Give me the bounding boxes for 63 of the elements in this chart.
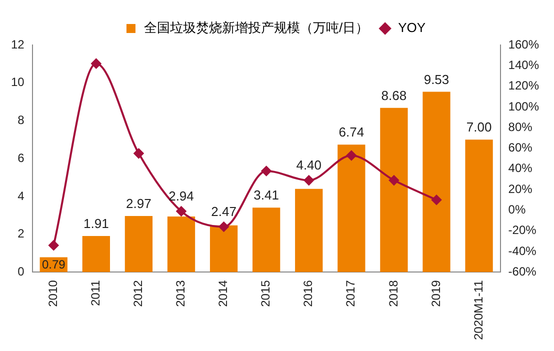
data-label: 3.41 xyxy=(254,188,279,203)
y-tick-label: 4 xyxy=(18,188,25,203)
point xyxy=(431,194,442,205)
y2-tick-label: 120% xyxy=(508,78,540,93)
y-tick-label: 10 xyxy=(10,75,25,90)
y2-tick-label: 100% xyxy=(508,99,540,114)
point xyxy=(304,175,314,186)
legend-label: YOY xyxy=(398,20,426,36)
data-label: 4.40 xyxy=(296,157,322,172)
data-label: 7.00 xyxy=(466,120,492,135)
point xyxy=(134,148,144,158)
bar xyxy=(422,92,450,272)
x-tick-label: 2017 xyxy=(344,280,358,307)
y-tick-label: 12 xyxy=(10,37,25,52)
y-tick-label: 0 xyxy=(18,264,25,278)
bar xyxy=(167,216,196,272)
point xyxy=(48,240,59,250)
x-tick-label: 2015 xyxy=(258,280,273,307)
y2-tick-label: 60% xyxy=(508,140,533,155)
data-label: 9.53 xyxy=(424,72,450,87)
point xyxy=(346,150,356,160)
x-tick-label: 2010 xyxy=(46,280,60,307)
bar xyxy=(295,188,323,272)
bar xyxy=(380,108,408,272)
y2-tick-label: 20% xyxy=(508,182,533,196)
x-tick-label: 2016 xyxy=(301,280,316,307)
point xyxy=(261,166,272,176)
y2-tick-label: 160% xyxy=(508,37,540,52)
y2-tick-label: 140% xyxy=(508,58,540,72)
point xyxy=(91,58,102,69)
x-tick-label: 2014 xyxy=(216,280,230,307)
data-label: 8.68 xyxy=(381,88,407,103)
y2-tick-label: -40% xyxy=(508,244,537,258)
bar xyxy=(210,225,238,272)
y2-tick-label: 40% xyxy=(508,161,533,176)
data-label: 1.91 xyxy=(84,216,109,232)
legend-label: 全国垃圾焚烧新增投产规模（万吨/日） xyxy=(144,20,369,36)
data-label: 2.97 xyxy=(126,196,152,212)
point xyxy=(176,206,186,216)
bar xyxy=(338,144,366,272)
data-label: 2.94 xyxy=(168,188,194,204)
y-tick-label: 6 xyxy=(18,150,25,165)
y2-tick-label: 80% xyxy=(508,120,533,134)
x-tick-label: 2012 xyxy=(131,280,146,307)
point xyxy=(388,175,399,186)
point xyxy=(218,222,229,232)
x-tick-label: 2018 xyxy=(386,280,400,307)
y-tick-label: 8 xyxy=(18,113,25,128)
bar xyxy=(124,216,153,272)
y2-tick-label: -60% xyxy=(508,264,537,278)
bar xyxy=(252,208,280,272)
data-label: 2.47 xyxy=(211,204,236,219)
bar xyxy=(465,140,493,272)
x-tick-label: 2019 xyxy=(428,280,443,307)
y-tick-label: 2 xyxy=(18,226,25,241)
y2-tick-label: 0% xyxy=(508,202,526,217)
bar xyxy=(82,236,110,272)
x-tick-label: 2011 xyxy=(88,280,102,306)
y2-tick-label: -20% xyxy=(508,223,537,238)
x-tick-label: 2020M1-11 xyxy=(471,280,486,340)
x-tick-label: 2013 xyxy=(174,280,188,307)
data-label: 6.74 xyxy=(338,124,364,140)
data-label: 0.79 xyxy=(42,258,66,272)
